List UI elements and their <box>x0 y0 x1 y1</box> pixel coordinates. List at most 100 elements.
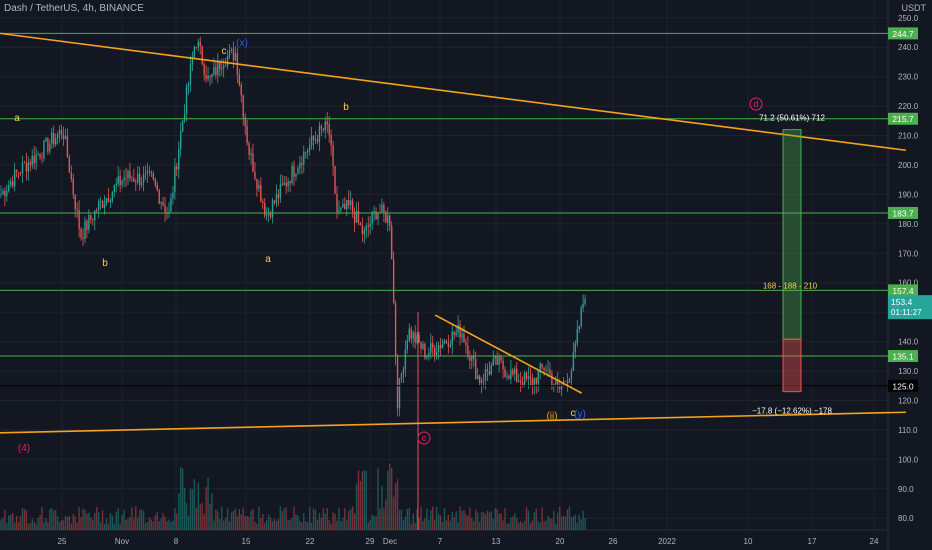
candle-body <box>332 145 334 167</box>
candle-body <box>25 162 28 172</box>
volume-bar <box>351 506 354 530</box>
level-price-label: 244.7 <box>892 29 914 39</box>
volume-bar <box>562 516 565 530</box>
candle-body <box>31 155 33 166</box>
volume-bar <box>445 520 448 530</box>
volume-bar <box>461 511 463 530</box>
volume-bar <box>418 517 420 530</box>
candle-body <box>211 74 213 78</box>
volume-bar <box>410 523 412 530</box>
volume-bar <box>111 515 114 530</box>
candle-body <box>17 172 20 173</box>
candle-body <box>375 211 377 220</box>
volume-bar <box>236 516 239 530</box>
volume-bar <box>541 507 543 530</box>
volume-bar <box>191 489 194 530</box>
volume-bar <box>4 509 6 530</box>
volume-bar <box>373 515 375 530</box>
volume-bar <box>207 477 209 530</box>
volume-bar <box>70 523 72 530</box>
candle-body <box>170 198 172 212</box>
volume-bar <box>340 521 342 530</box>
volume-bar <box>404 516 407 530</box>
volume-bar <box>557 512 559 530</box>
candle-body <box>394 302 397 357</box>
candle-body <box>109 200 112 203</box>
date-tick-label: 26 <box>609 537 618 546</box>
date-tick-label: Nov <box>115 537 129 546</box>
candle-body <box>221 68 223 70</box>
volume-bar <box>312 508 315 530</box>
wave-label-circle <box>417 431 431 445</box>
volume-bar <box>506 523 508 530</box>
volume-bar <box>228 521 231 530</box>
candle-body <box>103 204 106 208</box>
candle-body <box>301 162 303 165</box>
date-tick-label: 8 <box>174 537 179 546</box>
volume-bar <box>381 485 383 530</box>
volume-bar <box>62 520 65 530</box>
volume-bar <box>537 520 539 530</box>
volume-bar <box>555 523 557 530</box>
candle-body <box>324 121 326 131</box>
volume-bar <box>96 506 98 530</box>
candle-body <box>391 226 393 260</box>
candle-body <box>56 134 59 139</box>
candle-body <box>240 84 242 96</box>
volume-bar <box>10 514 12 530</box>
candle-body <box>312 136 315 141</box>
candle-body <box>254 172 256 179</box>
candle-body <box>10 181 12 186</box>
volume-bar <box>176 513 178 530</box>
candle-body <box>4 190 6 196</box>
volume-bar <box>391 467 393 530</box>
volume-bar <box>150 519 153 530</box>
volume-bar <box>369 520 371 530</box>
volume-bar <box>408 507 410 530</box>
candle-body <box>37 153 39 155</box>
candle-body <box>135 181 137 183</box>
candle-body <box>496 355 498 365</box>
volume-bar <box>76 522 78 530</box>
candle-body <box>525 372 528 379</box>
volume-bar <box>125 519 127 530</box>
date-tick-label: Dec <box>383 537 397 546</box>
volume-bar <box>348 511 350 530</box>
candle-body <box>267 212 270 216</box>
volume-bar <box>482 512 485 530</box>
volume-bar <box>156 511 158 530</box>
volume-bar <box>365 470 367 530</box>
candle-body <box>133 178 135 182</box>
trendlines <box>0 32 907 434</box>
volume-bar <box>193 479 196 530</box>
candle-body <box>305 151 307 153</box>
volume-bar <box>494 508 496 530</box>
candle-body <box>318 125 321 143</box>
candle-body <box>27 162 30 172</box>
candle-body <box>60 129 63 135</box>
volume-bar <box>326 507 328 530</box>
volume-bar <box>377 468 379 530</box>
volume-bar <box>496 509 498 530</box>
candle-body <box>433 347 436 355</box>
volume-bar <box>68 515 71 530</box>
candle-body <box>41 157 43 159</box>
volume-bar <box>451 512 453 530</box>
candle-body <box>527 376 530 379</box>
volume-bar <box>492 518 494 530</box>
candle-body <box>131 178 133 179</box>
candle-body <box>146 170 149 173</box>
volume-bar <box>484 514 487 530</box>
volume-bar <box>273 519 276 530</box>
candle-body <box>459 324 461 338</box>
volume-bar <box>199 504 201 530</box>
candle-body <box>82 237 84 240</box>
volume-bar <box>168 519 170 530</box>
candle-body <box>371 212 373 224</box>
wave-label: (4) <box>18 443 30 454</box>
volume-bar <box>433 519 436 530</box>
volume-bar <box>217 511 219 530</box>
candle-body <box>500 356 502 361</box>
candle-body <box>476 375 479 380</box>
